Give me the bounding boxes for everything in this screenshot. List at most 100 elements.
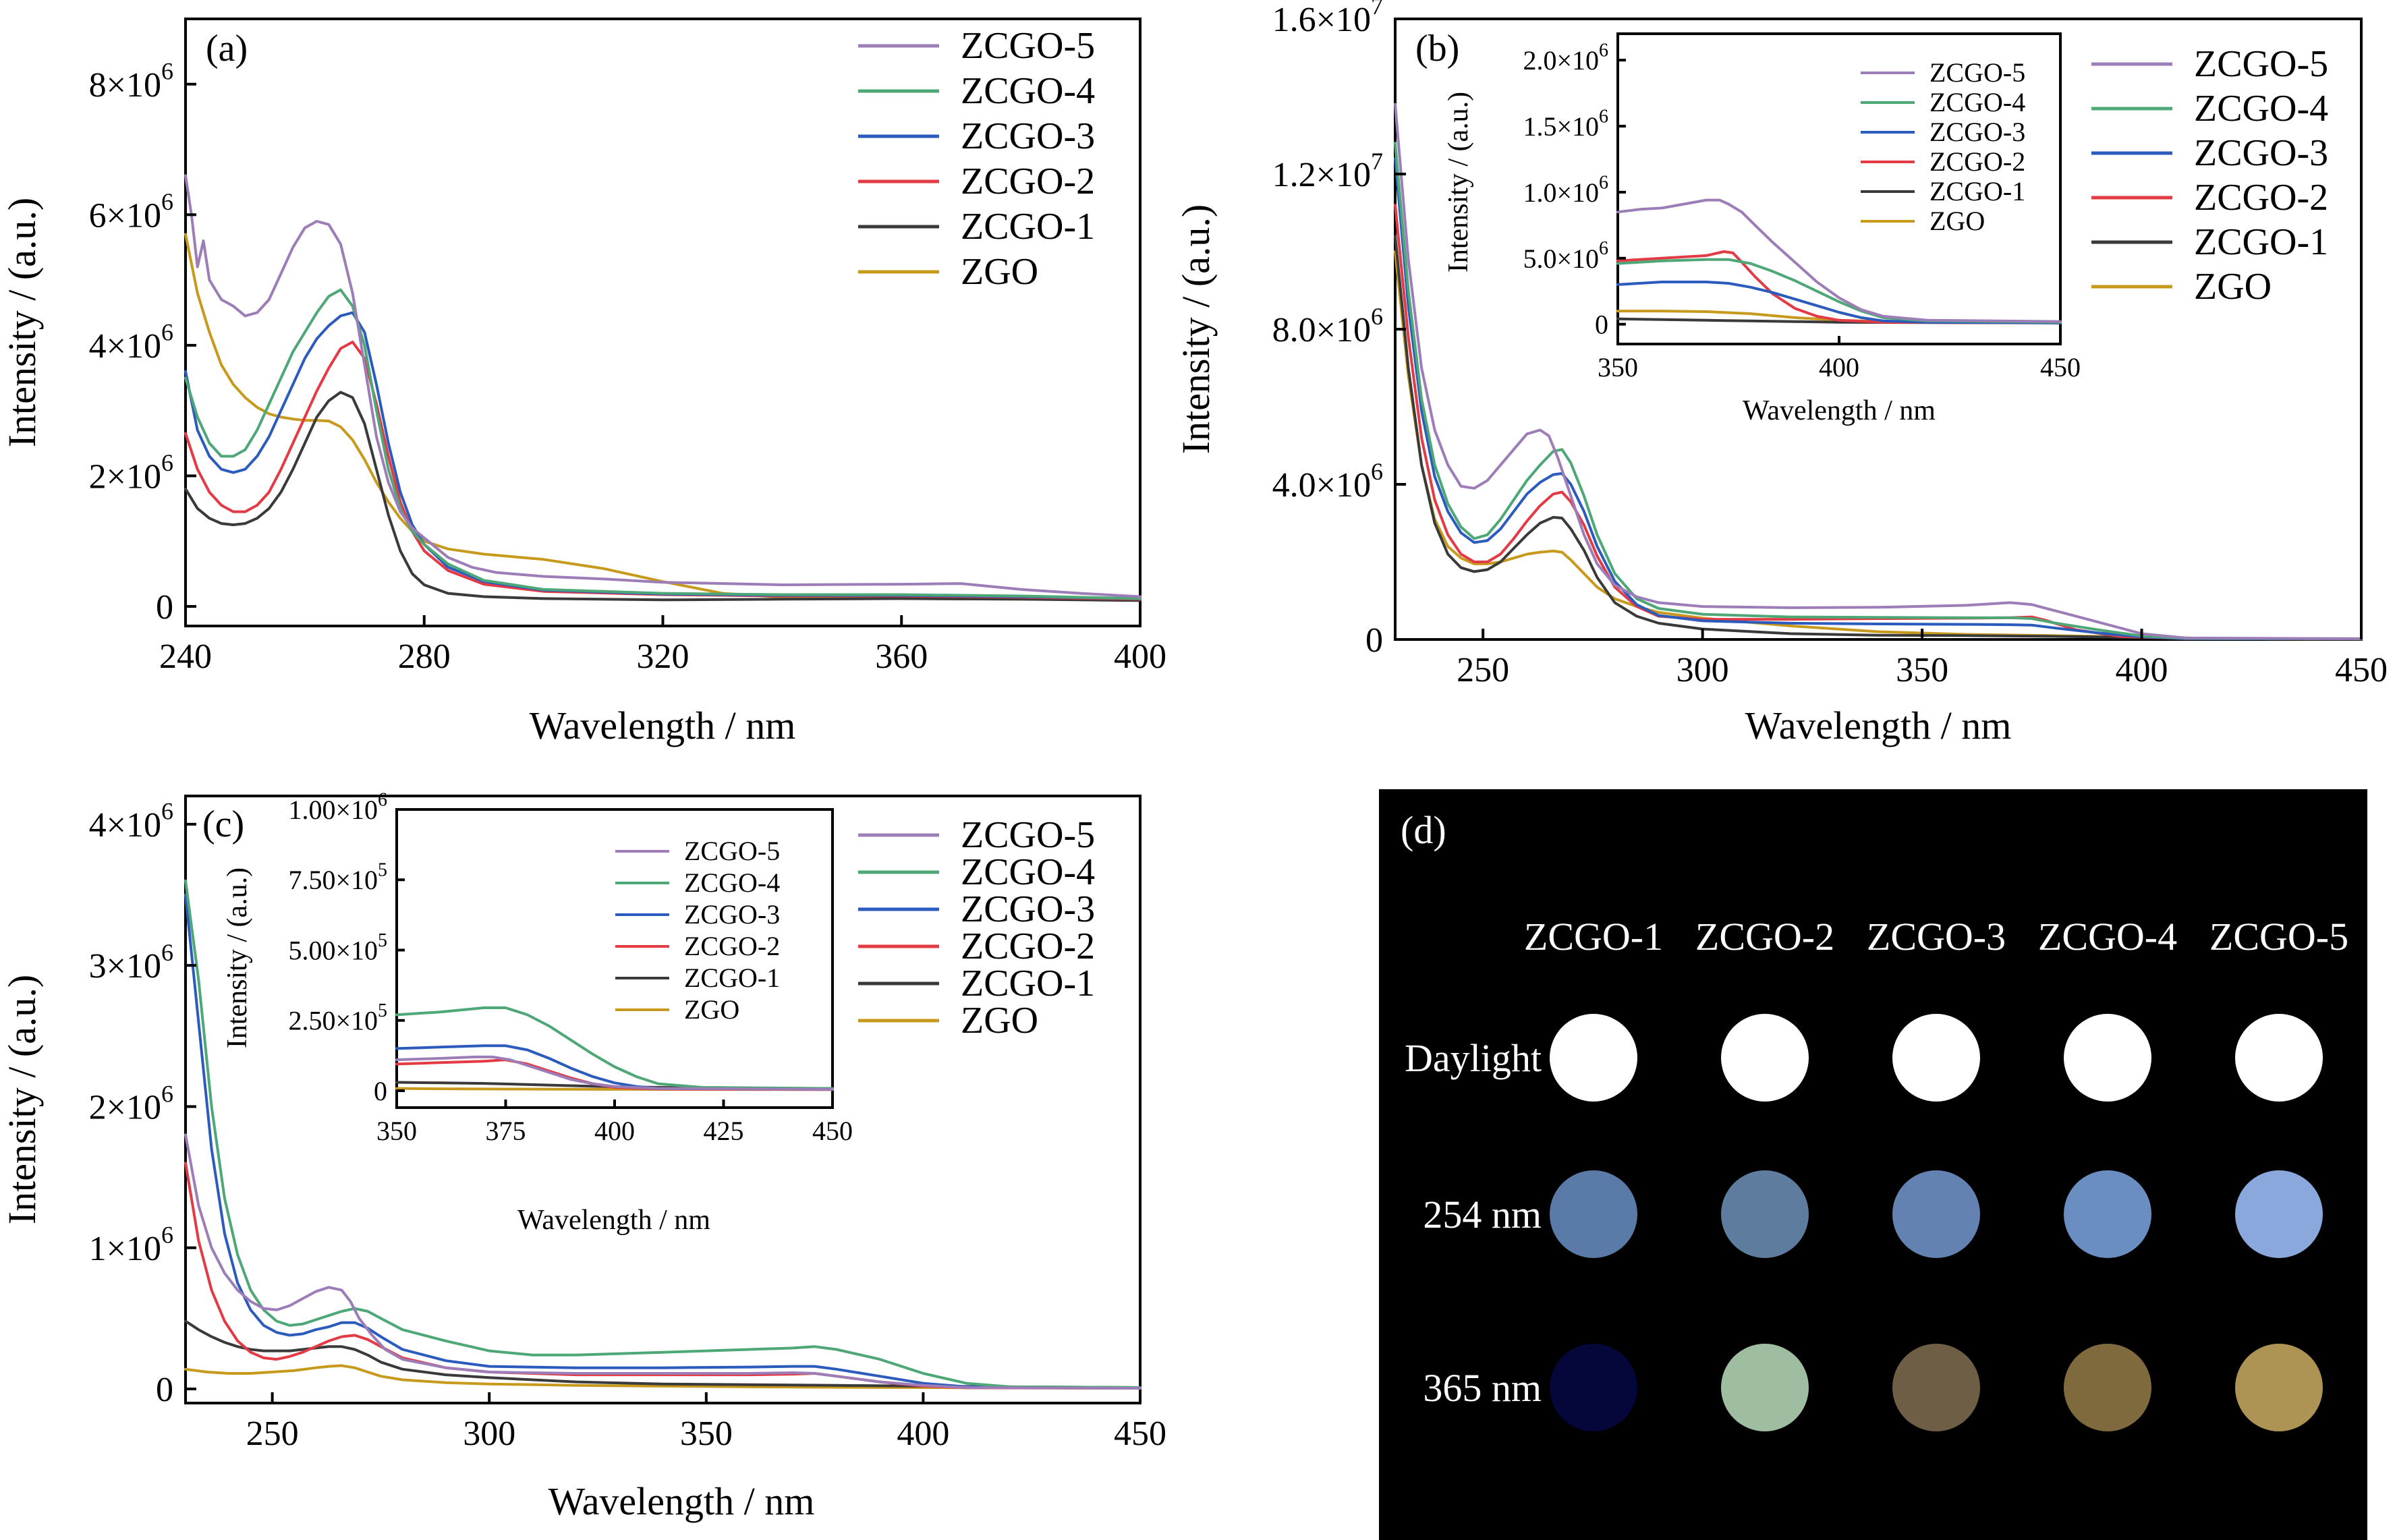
panel-c-x-axis-title: Wavelength / nm bbox=[548, 1479, 815, 1523]
panel-b-legend-label: ZGO bbox=[2194, 266, 2272, 308]
panel-b-inset-x-ticks: 350 400 450 bbox=[1598, 336, 2081, 382]
panel-a-series-line-zcgo-5 bbox=[184, 174, 1142, 598]
panel-c-series bbox=[184, 879, 1142, 1390]
panel-b-inset-legend-label: ZCGO-4 bbox=[1929, 87, 2025, 117]
panel-b-inset-x-tick-label: 400 bbox=[1819, 352, 1859, 382]
panel-d-sample-disc bbox=[2064, 1170, 2151, 1258]
panel-b-legend-label: ZCGO-2 bbox=[2194, 177, 2328, 219]
panel-a-legend-label: ZCGO-1 bbox=[961, 206, 1095, 248]
panel-c-x-tick-label: 450 bbox=[1114, 1415, 1166, 1453]
panel-b-y-tick-label: 1.2×107 bbox=[1272, 148, 1383, 194]
panel-a-series-line-zcgo-2 bbox=[184, 341, 1142, 601]
panel-c-plot-frame bbox=[184, 795, 1142, 1404]
panel-a-legend-label: ZCGO-5 bbox=[961, 25, 1095, 67]
panel-c-inset: 350 375 400 425 450 0 2.50×105 5.00×105 7.50×10… bbox=[222, 789, 853, 1236]
panel-c-x-tick-label: 400 bbox=[897, 1415, 949, 1453]
panel-b-x-tick-label: 400 bbox=[2116, 651, 2168, 689]
panel-c-y-tick-label: 1×106 bbox=[89, 1222, 173, 1268]
panel-d-sample-disc bbox=[1892, 1344, 1980, 1431]
panel-d-row-label: 365 nm bbox=[1423, 1366, 1542, 1410]
panel-c-inset-x-tick-label: 450 bbox=[812, 1116, 853, 1146]
panel-d-column-header: ZCGO-2 bbox=[1695, 915, 1834, 959]
panel-d-column-header: ZCGO-3 bbox=[1867, 915, 2006, 959]
panel-d-sample-disc bbox=[1721, 1344, 1809, 1431]
panel-a-x-tick-label: 400 bbox=[1114, 637, 1166, 676]
panel-d-sample-disc bbox=[2064, 1014, 2151, 1102]
panel-c: 250 300 350 400 450 0 1×106 2×106 3×106 4×106 (c… bbox=[0, 789, 1166, 1523]
panel-c-x-ticks: 250 300 350 400 450 bbox=[246, 1392, 1166, 1453]
panel-d-photo-background bbox=[1379, 789, 2367, 1540]
panel-b-inset-legend-label: ZGO bbox=[1929, 206, 1985, 236]
panel-c-inset-y-ticks: 0 2.50×105 5.00×105 7.50×105 1.00×106 bbox=[288, 789, 405, 1106]
panel-b-inset-y-tick-label: 1.5×106 bbox=[1523, 106, 1608, 142]
panel-c-inset-y-tick-label: 5.00×105 bbox=[288, 930, 387, 966]
panel-b-inset-y-tick-label: 2.0×106 bbox=[1523, 40, 1608, 76]
panel-b-y-tick-label: 8.0×106 bbox=[1272, 303, 1383, 349]
panel-d-sample-disc bbox=[1550, 1344, 1637, 1431]
panel-c-inset-x-tick-label: 350 bbox=[376, 1116, 417, 1146]
panel-c-legend-label: ZGO bbox=[961, 1000, 1038, 1042]
panel-d-sample-disc bbox=[2235, 1344, 2323, 1431]
panel-b-inset-legend-label: ZCGO-5 bbox=[1929, 57, 2025, 88]
panel-a-x-tick-label: 240 bbox=[159, 637, 212, 676]
panel-d-row-label: 254 nm bbox=[1423, 1193, 1542, 1236]
panel-c-inset-x-tick-label: 400 bbox=[594, 1116, 635, 1146]
panel-b-x-tick-label: 450 bbox=[2335, 651, 2388, 689]
panel-b-y-tick-label: 0 bbox=[1365, 621, 1383, 660]
panel-c-inset-x-ticks: 350 375 400 425 450 bbox=[376, 1100, 853, 1146]
panel-a-y-tick-label: 4×106 bbox=[89, 319, 173, 366]
panel-d-sample-disc bbox=[1892, 1170, 1980, 1258]
panel-a-legend-label: ZCGO-3 bbox=[961, 115, 1095, 157]
panel-b-y-tick-label: 1.6×107 bbox=[1272, 0, 1383, 39]
panel-a-x-axis-title: Wavelength / nm bbox=[530, 704, 796, 747]
panel-a-x-tick-label: 360 bbox=[875, 637, 928, 676]
panel-a-y-tick-label: 6×106 bbox=[89, 188, 173, 235]
panel-c-legend-label: ZCGO-4 bbox=[961, 851, 1095, 893]
panel-c-inset-legend-label: ZGO bbox=[684, 994, 739, 1025]
panel-c-y-tick-label: 3×106 bbox=[89, 939, 173, 986]
panel-b-x-axis-title: Wavelength / nm bbox=[1745, 704, 2012, 747]
panel-b-y-tick-label: 4.0×106 bbox=[1272, 458, 1383, 505]
panel-b-inset-y-tick-label: 0 bbox=[1595, 310, 1608, 340]
panel-a-y-ticks: 0 2×106 4×106 6×106 8×106 bbox=[89, 58, 196, 627]
panel-d-column-header: ZCGO-1 bbox=[1524, 915, 1663, 959]
panel-a-y-tick-label: 8×106 bbox=[89, 58, 173, 105]
panel-a-x-tick-label: 280 bbox=[398, 637, 451, 676]
panel-c-x-tick-label: 300 bbox=[463, 1415, 515, 1453]
panel-c-inset-x-tick-label: 375 bbox=[486, 1116, 526, 1146]
panel-a-series-line-zcgo-1 bbox=[184, 391, 1142, 602]
panel-b-x-ticks: 250 300 350 400 450 bbox=[1457, 629, 2388, 689]
panel-b-inset-y-tick-label: 5.0×106 bbox=[1523, 238, 1608, 274]
panel-c-x-tick-label: 350 bbox=[680, 1415, 733, 1453]
panel-c-series-line-zcgo-1 bbox=[184, 1319, 1142, 1389]
panel-b-inset-x-axis-title: Wavelength / nm bbox=[1743, 395, 1936, 426]
panel-b-series-line-zcgo-2 bbox=[1394, 204, 2363, 641]
panel-a-series-line-zcgo-3 bbox=[184, 311, 1142, 600]
panel-c-y-tick-label: 4×106 bbox=[89, 798, 173, 845]
panel-d-column-headers: ZCGO-1 ZCGO-2 ZCGO-3 ZCGO-4 ZCGO-5 bbox=[1524, 915, 2348, 959]
panel-a-legend-label: ZGO bbox=[961, 251, 1038, 293]
panel-b-inset-series-line-zcgo-5 bbox=[1616, 198, 2062, 323]
panel-b-legend-label: ZCGO-1 bbox=[2194, 221, 2328, 263]
panel-d-column-header: ZCGO-4 bbox=[2038, 915, 2177, 959]
panel-b-series-line-zcgo-4 bbox=[1394, 142, 2363, 640]
panel-a-series-line-zcgo-4 bbox=[184, 288, 1142, 600]
panel-b-inset-series-line-zcgo-3 bbox=[1616, 281, 2062, 324]
panel-d-sample-disc bbox=[2064, 1344, 2151, 1431]
panel-c-legend-label: ZCGO-2 bbox=[961, 925, 1095, 967]
panel-b-y-axis-title: Intensity / (a.u.) bbox=[1174, 204, 1218, 454]
panel-d-sample-disc bbox=[2235, 1170, 2323, 1258]
panel-b-inset-x-tick-label: 450 bbox=[2040, 352, 2081, 382]
panel-b-inset-y-ticks: 0 5.0×106 1.0×106 1.5×106 2.0×106 bbox=[1523, 40, 1626, 340]
panel-b-inset-series-line-zcgo-2 bbox=[1616, 250, 2062, 324]
panel-c-inset-legend-label: ZCGO-2 bbox=[684, 931, 780, 961]
panel-d-sample-disc bbox=[1721, 1170, 1809, 1258]
panel-c-inset-legend-label: ZCGO-4 bbox=[684, 867, 780, 898]
panel-c-inset-y-tick-label: 2.50×105 bbox=[288, 1000, 387, 1036]
panel-b-inset-y-tick-label: 1.0×106 bbox=[1523, 172, 1608, 208]
panel-c-x-tick-label: 250 bbox=[246, 1415, 299, 1453]
panel-c-inset-series-line-zcgo-4 bbox=[395, 1006, 834, 1090]
